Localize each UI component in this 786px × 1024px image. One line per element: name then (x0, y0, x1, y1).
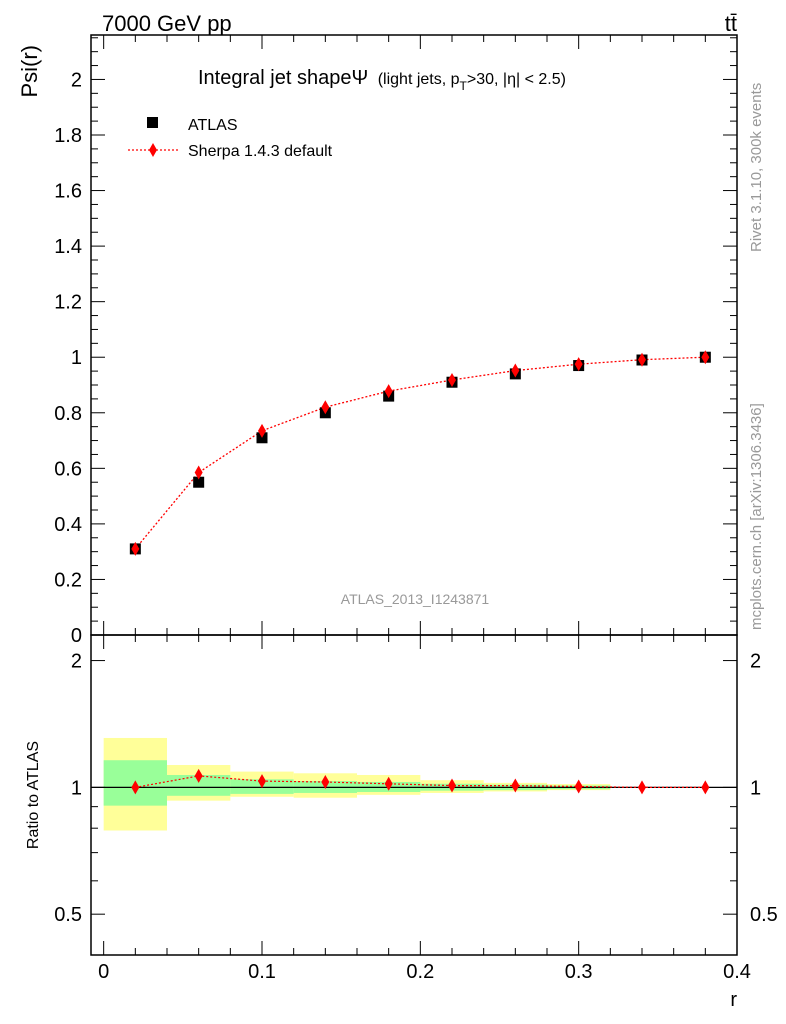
rivet-label: Rivet 3.1.10, 300k events (748, 83, 765, 252)
legend-mc-marker (149, 143, 157, 157)
x-tick-label: 0.3 (565, 961, 593, 983)
watermark: ATLAS_2013_I1243871 (341, 591, 490, 607)
ratio-mc-point (701, 780, 710, 795)
legend: ATLAS Sherpa 1.4.3 default (128, 117, 333, 160)
x-tick-label: 0.2 (406, 961, 434, 983)
mc-line (134, 356, 706, 550)
chart-title: Integral jet shapeΨ (light jets, pT>30, … (198, 67, 566, 93)
ratio-y-tick-label: 1 (71, 777, 82, 799)
mc-point (701, 350, 710, 365)
ratio-y-tick-label-right: 1 (750, 777, 761, 799)
mc-point (258, 423, 266, 438)
ratio-mc-point (194, 768, 203, 783)
ratio-y-tick-label-right: 0.5 (750, 904, 778, 926)
ratio-mc-point (574, 779, 583, 794)
mc-point (574, 357, 583, 372)
y-tick-label: 0.2 (54, 569, 82, 591)
ratio-mc-point (131, 780, 140, 795)
x-axis-label: r (730, 989, 737, 1011)
x-tick-label: 0.4 (723, 961, 751, 983)
ratio-mc-point (258, 774, 266, 789)
header-right: tt̄ (725, 11, 737, 36)
ratio-panel: 0.5 0.5 1 1 2 2 0 0.1 0.2 0.3 0.4 Ratio to ATLAS r (25, 634, 778, 1011)
mc-point (194, 465, 203, 480)
atlas-point (193, 476, 205, 488)
mcplots-label: mcplots.cern.ch [arXiv:1306.3436] (748, 403, 765, 630)
header-left: 7000 GeV pp (102, 11, 232, 36)
svg-text:Integral jet shapeΨ (l: Integral jet shapeΨ (light jets, pT>30, … (198, 67, 566, 93)
title-suffix: (light jets, p (378, 71, 460, 88)
mc-point (131, 541, 140, 556)
ratio-mc-point (448, 778, 456, 793)
mc-point (448, 373, 456, 387)
title-symbol: Ψ (351, 67, 368, 89)
main-panel: 0 0.2 0.4 0.6 0.8 1 1.2 1.4 1.6 1.8 2 Psi(r) Integ… (17, 34, 738, 647)
y-tick-label: 0.4 (54, 514, 82, 536)
title-end: >30, |η| < 2.5) (467, 71, 566, 88)
ratio-mc-line (135, 775, 706, 788)
ratio-ylabel: Ratio to ATLAS (25, 741, 42, 849)
y-tick-label: 1.8 (54, 125, 82, 147)
y-tick-label: 1.6 (54, 181, 82, 203)
ratio-mc-point (511, 778, 520, 793)
ratio-y-tick-label: 2 (71, 651, 82, 673)
legend-atlas-marker (147, 117, 158, 128)
y-tick-label: 1 (71, 347, 82, 369)
mc-point (321, 400, 330, 415)
main-axis-ticks: 0 0.2 0.4 0.6 0.8 1 1.2 1.4 1.6 1.8 2 (54, 35, 738, 647)
y-tick-label: 1.2 (54, 292, 82, 314)
ratio-y-tick-label: 0.5 (54, 904, 82, 926)
mc-point (511, 363, 520, 378)
main-data-marks (129, 350, 711, 556)
y-tick-label: 0 (71, 625, 82, 647)
y-tick-label: 0.6 (54, 458, 82, 480)
ratio-bands (103, 737, 611, 831)
legend-atlas-label: ATLAS (188, 117, 238, 134)
ratio-y-tick-label-right: 2 (750, 651, 761, 673)
ratio-mc-point (384, 776, 393, 791)
y-tick-label: 2 (71, 69, 82, 91)
ratio-mc-point (321, 774, 330, 789)
ratio-mc-point (638, 780, 646, 795)
mc-point (638, 352, 646, 367)
mc-point (384, 384, 393, 399)
y-tick-label: 0.8 (54, 403, 82, 425)
title-text: Integral jet shape (198, 67, 351, 89)
ratio-data-marks (91, 768, 737, 795)
ratio-band-inner (167, 774, 231, 796)
x-tick-label: 0.1 (248, 961, 276, 983)
title-sub: T (460, 79, 468, 93)
x-tick-label: 0 (98, 961, 109, 983)
ratio-frame (90, 634, 738, 956)
legend-mc-label: Sherpa 1.4.3 default (188, 143, 333, 160)
y-tick-label: 1.4 (54, 236, 82, 258)
main-ylabel: Psi(r) (17, 45, 42, 98)
